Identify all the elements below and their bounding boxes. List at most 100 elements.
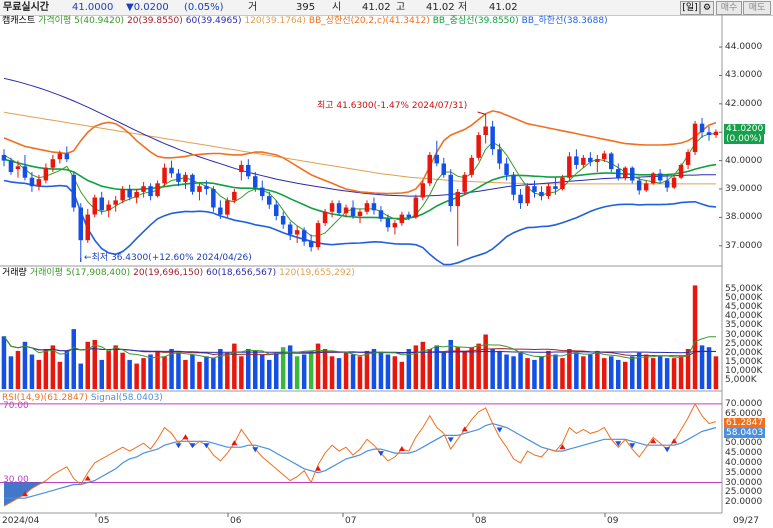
candle-body	[176, 173, 181, 182]
ma60-line	[3, 77, 716, 197]
candle-body	[664, 180, 670, 188]
period-daily-button[interactable]: [일]	[680, 1, 700, 15]
volume-bar	[308, 350, 314, 389]
settings-button[interactable]: ⚙	[700, 1, 714, 15]
candle-body	[148, 186, 153, 197]
candle-body	[539, 191, 544, 197]
candle-body	[260, 187, 265, 197]
sell-signal-arrow	[629, 443, 636, 449]
ma120-line	[3, 111, 716, 185]
candle-body	[413, 197, 419, 218]
candle-body	[434, 154, 439, 164]
volume-bar	[497, 350, 502, 389]
buy-signal-arrow	[84, 475, 91, 481]
date-tick-label: 09	[607, 516, 619, 526]
buy-signal-arrow	[21, 491, 28, 497]
volume-bar	[678, 356, 684, 389]
volume-bar	[148, 354, 153, 389]
candle-body	[232, 191, 237, 201]
volume-bar	[225, 352, 230, 389]
volume-bar	[260, 354, 265, 389]
volume-tick-label: 35,000K	[725, 320, 763, 331]
realtime-mode-label: 무료실시간	[3, 2, 49, 13]
buy-button[interactable]: 매수	[716, 1, 742, 15]
volume-bar	[1, 336, 7, 389]
candle-body	[190, 174, 195, 192]
candle-body	[15, 166, 21, 170]
candle-body	[169, 167, 174, 174]
signal-line	[4, 422, 717, 499]
volume-bar	[301, 354, 307, 389]
volume-tick-label: 15,000K	[725, 356, 763, 367]
low-value: 41.02	[489, 2, 518, 13]
candle-body	[106, 204, 111, 211]
volume-bar	[329, 356, 335, 389]
volume-tick-label: 20,000K	[725, 347, 763, 358]
candle-body	[630, 167, 635, 181]
candle-body	[441, 163, 446, 175]
high-label: 고	[396, 2, 406, 13]
price-tick-label: 43.0000	[725, 70, 763, 81]
sell-signal-arrow	[175, 443, 182, 449]
buy-signal-arrow	[182, 434, 189, 440]
low-label: 저	[458, 2, 468, 13]
volume-bar	[64, 350, 70, 389]
volume-bar	[294, 356, 300, 389]
candle-body	[253, 176, 258, 188]
candle-body	[280, 216, 286, 225]
legend-ma120: 120(39.1764)	[244, 16, 306, 26]
volume-bar	[43, 349, 49, 389]
volume-bar	[455, 347, 460, 389]
candle-body	[525, 186, 530, 204]
volume-bar	[336, 358, 342, 389]
price-tick-label: 40.0000	[725, 155, 763, 166]
buy-signal-arrow	[231, 440, 238, 446]
volume-bar	[78, 363, 83, 389]
volume-bar	[692, 285, 698, 389]
volume-bar	[636, 352, 642, 389]
candle-body	[343, 207, 349, 214]
volume-tick-label: 45,000K	[725, 302, 763, 313]
candle-body	[162, 167, 167, 184]
candle-body	[301, 230, 307, 242]
candle-body	[448, 174, 453, 206]
candle-body	[713, 131, 719, 136]
volume-bar	[476, 343, 481, 389]
volume-bar	[588, 354, 593, 389]
legend-ma5: 가격이평 5(40.9420)	[38, 16, 125, 26]
volume-bar	[699, 345, 705, 389]
signal-value-tag: 58.0403	[724, 428, 766, 438]
volume-bar	[706, 347, 712, 389]
volume-bar	[567, 349, 572, 389]
change-rate: (0.05%)	[184, 2, 224, 13]
candle-body	[350, 207, 356, 216]
volume-bar	[211, 358, 216, 389]
candle-body	[616, 169, 621, 178]
candle-body	[595, 159, 600, 162]
candle-body	[78, 207, 83, 241]
sell-button[interactable]: 매도	[743, 1, 771, 15]
legend-ma20: 20(39.8550)	[127, 16, 183, 26]
candle-body	[574, 156, 579, 165]
candle-body	[322, 211, 328, 224]
volume-bar	[427, 349, 432, 389]
volume-bar	[15, 350, 21, 389]
candle-body	[385, 218, 391, 228]
candle-body	[50, 159, 56, 168]
volume-bar	[462, 350, 467, 389]
volume-bar	[99, 359, 104, 389]
volume-bar	[218, 349, 223, 389]
price-tick-label: 42.0000	[725, 98, 763, 109]
volume-tick-label: 30,000K	[725, 329, 763, 340]
candle-body	[643, 183, 649, 191]
candle-body	[532, 186, 537, 192]
volume-bar	[106, 350, 111, 389]
candle-body	[329, 203, 335, 212]
volume-bar	[490, 349, 495, 389]
candle-body	[71, 174, 76, 208]
volume-bar	[253, 350, 258, 389]
rsi-tick-label: 35.0000	[725, 467, 763, 478]
volume-bar	[29, 354, 35, 389]
volume-bar	[8, 356, 14, 389]
